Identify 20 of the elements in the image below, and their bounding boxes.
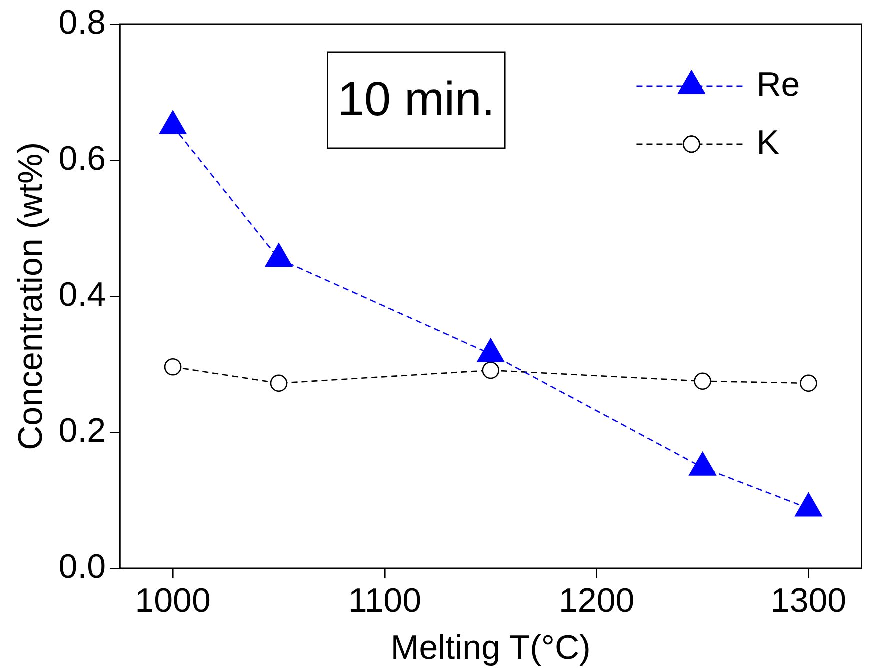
point bbox=[694, 372, 712, 390]
y-tick-label: 0.6 bbox=[58, 140, 106, 178]
y-axis-title: Concentration (wt%) bbox=[12, 142, 50, 450]
point bbox=[164, 358, 182, 376]
y-tick-label: 0.8 bbox=[58, 4, 106, 42]
point bbox=[159, 110, 187, 135]
y-tick-label: 0.2 bbox=[58, 412, 106, 450]
annotation: 10 min. bbox=[338, 74, 496, 127]
legend-label: K bbox=[756, 124, 780, 162]
x-tick-label: 1000 bbox=[135, 582, 211, 620]
y-tick-label: 0.0 bbox=[58, 548, 106, 586]
point bbox=[270, 374, 288, 392]
legend-label: Re bbox=[756, 66, 800, 104]
x-tick-label: 1200 bbox=[559, 582, 635, 620]
x-axis-title: Melting T(°C) bbox=[390, 628, 591, 667]
point bbox=[800, 374, 818, 392]
x-tick-label: 1100 bbox=[348, 582, 422, 620]
x-tick-label: 1300 bbox=[770, 582, 847, 620]
y-tick-label: 0.4 bbox=[58, 276, 106, 314]
point bbox=[482, 362, 500, 380]
